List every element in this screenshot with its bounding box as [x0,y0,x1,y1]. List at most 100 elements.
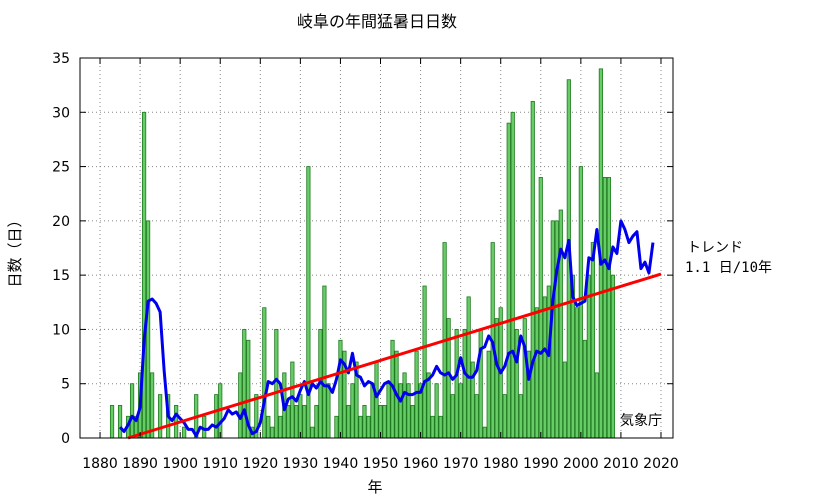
bar [582,339,587,439]
x-tick-label: 1950 [363,456,399,472]
bar [594,372,599,439]
axis-ticks [80,57,673,439]
x-tick-label: 1990 [523,456,559,472]
x-tick-label: 1890 [122,456,158,472]
chart-title: 岐阜の年間猛暑日日数 [297,12,457,31]
bar [117,405,123,439]
bar [326,383,331,439]
bar [554,220,559,439]
source-label: 気象庁 [620,413,662,429]
y-tick-label: 35 [52,51,70,67]
bar [382,405,387,439]
x-tick-label: 1880 [82,456,118,472]
bar [426,372,431,439]
moving-average-line [118,219,655,438]
x-axis-label: 年 [367,478,382,496]
bar [558,209,563,439]
bar [538,177,543,439]
bar [322,285,327,439]
y-tick-label: 20 [52,214,70,230]
x-tick-labels: 1880 1890 1900 1910 1920 1930 1940 1950 1960 1970… [82,456,679,472]
bar [586,274,591,439]
bar [510,111,515,439]
bar [278,415,283,439]
y-tick-label: 25 [52,160,70,176]
y-tick-label: 0 [61,431,70,447]
x-tick-label: 2010 [603,456,639,472]
bar [466,296,471,439]
bar [518,394,523,439]
x-tick-label: 2000 [563,456,599,472]
bar [338,339,343,439]
bar [158,394,163,439]
bar [406,383,411,439]
bar [462,329,467,439]
bar [434,383,439,439]
bar [294,405,299,439]
bar [590,242,595,439]
bar [486,350,491,439]
bar [386,383,391,439]
x-tick-label: 1930 [283,456,319,472]
bar [478,329,483,439]
y-tick-labels: 0 5 10 15 20 25 30 35 [52,51,70,447]
bar [306,166,311,439]
bar [286,405,291,439]
y-tick-label: 30 [52,105,70,121]
x-tick-label: 1970 [443,456,479,472]
bar [430,415,435,439]
bar [238,372,243,439]
y-axis-label: 日数（日） [6,212,24,287]
x-tick-label: 1960 [403,456,439,472]
bar [274,329,279,439]
x-tick-label: 1920 [242,456,278,472]
bar [109,405,115,439]
bar [262,307,267,439]
bar [450,394,455,439]
x-tick-label: 1940 [323,456,359,472]
bar [362,405,367,439]
plot-frame [79,57,674,439]
bar [502,394,507,439]
bar [142,111,147,439]
bar [506,122,511,439]
bar [482,426,487,439]
bar [522,318,527,439]
bar [606,177,611,439]
bar [602,177,607,439]
bar [530,101,535,439]
bar [610,274,615,439]
x-tick-label: 1900 [162,456,198,472]
bar [494,318,499,439]
bar [302,405,307,439]
bar [130,383,135,439]
y-tick-label: 10 [52,322,70,338]
bar [454,329,459,439]
trend-line [127,272,662,440]
x-tick-label: 1980 [483,456,519,472]
bar [358,415,363,439]
bar [562,361,567,439]
bar [458,383,463,439]
x-tick-label: 1910 [202,456,238,472]
bar [446,318,451,439]
bar [366,415,371,439]
bar [438,415,443,439]
bar [534,307,539,439]
y-tick-label: 15 [52,268,70,284]
bar [146,220,151,439]
bar [150,372,155,439]
bar [242,329,247,439]
bar [314,405,319,439]
bar [422,285,427,439]
bar [542,296,547,439]
trend-label: トレンド [687,240,743,256]
x-tick-label: 2020 [643,456,679,472]
bar [574,307,579,439]
bar [374,361,379,439]
bar [182,426,187,439]
trend-rate-label: 1.1 日/10年 [685,260,772,276]
bar [410,405,415,439]
bar [270,426,275,439]
